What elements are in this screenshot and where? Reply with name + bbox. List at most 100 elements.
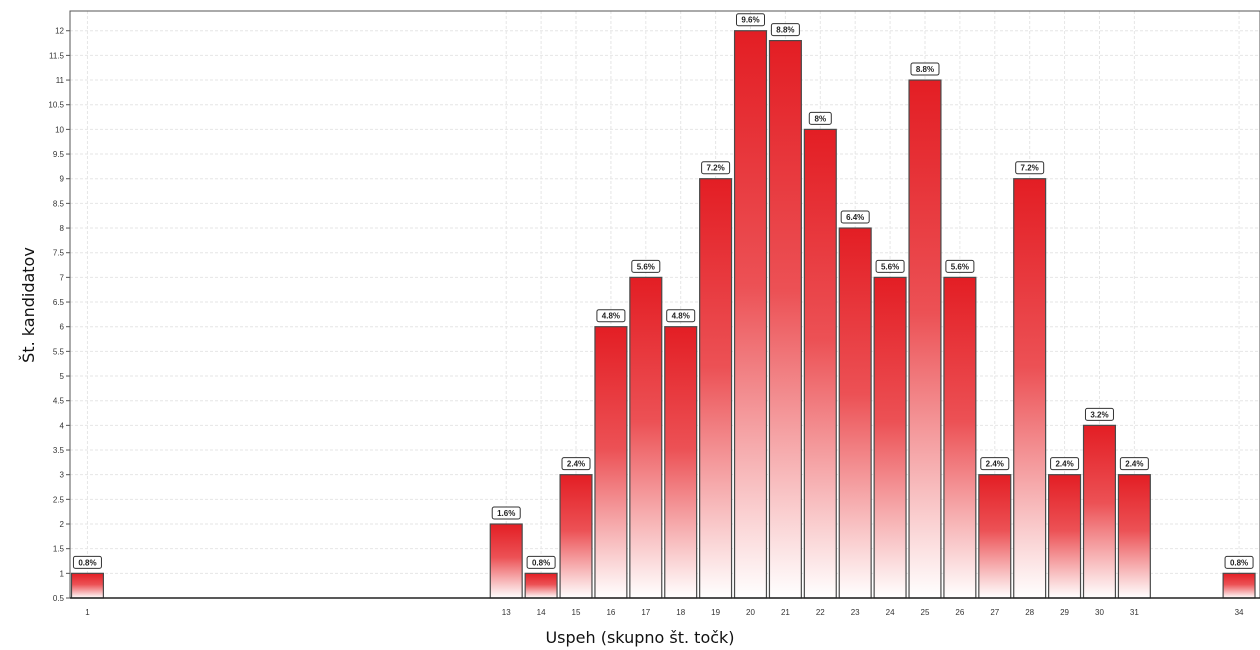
data-label: 4.8% — [672, 312, 690, 321]
data-label: 2.4% — [567, 460, 585, 469]
y-tick-label: 7.5 — [53, 249, 65, 258]
data-label-box — [666, 309, 696, 323]
y-tick-label: 0.5 — [53, 594, 65, 603]
x-tick-label: 17 — [641, 608, 650, 617]
x-tick-label: 25 — [921, 608, 930, 617]
x-tick-label: 23 — [851, 608, 860, 617]
data-label: 8.8% — [776, 26, 794, 35]
x-tick-label: 28 — [1025, 608, 1034, 617]
data-label-box — [840, 210, 870, 224]
bar — [629, 276, 663, 599]
data-labels: 0.8% 1.6% 0.8% 2.4% 4.8% 5.6% 4.8% 7.2% 9.6% 8.8%… — [72, 13, 1254, 569]
data-label-box — [491, 506, 521, 520]
bar-series — [70, 30, 1256, 599]
y-tick-label: 4 — [60, 421, 65, 430]
bar — [1222, 572, 1256, 599]
data-label: 3.2% — [1090, 410, 1108, 419]
bar — [699, 178, 733, 599]
x-tick-label: 30 — [1095, 608, 1104, 617]
data-label: 7.2% — [1021, 164, 1039, 173]
y-tick-label: 10 — [55, 125, 64, 134]
y-tick-label: 8.5 — [53, 199, 65, 208]
y-tick-label: 6 — [60, 323, 65, 332]
x-tick-label: 20 — [746, 608, 755, 617]
y-tick-label: 8 — [60, 224, 65, 233]
x-tick-label: 19 — [711, 608, 720, 617]
y-tick-label: 1 — [60, 569, 65, 578]
y-tick-label: 10.5 — [48, 101, 64, 110]
bar — [873, 276, 907, 599]
data-label: 9.6% — [741, 16, 759, 25]
x-tick-label: 34 — [1235, 608, 1244, 617]
data-label-box — [1224, 555, 1254, 569]
data-label-box — [770, 23, 800, 37]
data-label-box — [561, 457, 591, 471]
x-tick-label: 16 — [606, 608, 615, 617]
x-tick-label: 13 — [502, 608, 511, 617]
data-label-box — [1050, 457, 1080, 471]
data-label-box — [910, 62, 940, 76]
data-label: 7.2% — [706, 164, 724, 173]
y-tick-label: 5 — [60, 372, 65, 381]
y-tick-label: 7 — [60, 273, 65, 282]
x-tick-label: 26 — [955, 608, 964, 617]
y-tick-label: 12 — [55, 27, 64, 36]
x-tick-label: 18 — [676, 608, 685, 617]
bar — [978, 474, 1012, 599]
bar — [908, 79, 942, 599]
x-tick-label: 22 — [816, 608, 825, 617]
x-axis-ticks: 1 13 14 15 16 17 18 19 20 21 22 23 24 25 26 27 28 29 30 31 3… — [85, 608, 1244, 617]
x-tick-label: 24 — [886, 608, 895, 617]
y-tick-label: 9.5 — [53, 150, 65, 159]
y-axis-ticks: 0.511.522.533.544.555.566.577.588.599.51… — [48, 27, 70, 603]
data-label-box — [1084, 407, 1114, 421]
bar — [664, 326, 698, 599]
bar — [803, 128, 837, 599]
data-label: 0.8% — [532, 558, 550, 567]
data-label: 6.4% — [846, 213, 864, 222]
data-label-box — [596, 309, 626, 323]
data-label: 5.6% — [881, 262, 899, 271]
data-label: 5.6% — [951, 262, 969, 271]
data-label-box — [1119, 457, 1149, 471]
data-label: 8% — [815, 114, 827, 123]
data-label-box — [701, 161, 731, 175]
y-tick-label: 6.5 — [53, 298, 65, 307]
y-tick-label: 3.5 — [53, 446, 65, 455]
data-label-box — [1015, 161, 1045, 175]
y-tick-label: 2 — [60, 520, 65, 529]
data-label: 4.8% — [602, 312, 620, 321]
bar — [1117, 474, 1151, 599]
bar — [1013, 178, 1047, 599]
bar — [768, 39, 802, 599]
data-label: 5.6% — [637, 262, 655, 271]
x-tick-label: 29 — [1060, 608, 1069, 617]
bar — [838, 227, 872, 599]
bar — [559, 474, 593, 599]
data-label-box — [945, 259, 975, 273]
data-label-box — [72, 555, 102, 569]
y-tick-label: 11.5 — [49, 51, 65, 60]
y-tick-label: 9 — [60, 175, 65, 184]
x-axis-title: Uspeh (skupno št. točk) — [545, 628, 734, 647]
data-label-box — [875, 259, 905, 273]
x-tick-label: 15 — [572, 608, 581, 617]
bar — [1048, 474, 1082, 599]
bar — [594, 326, 628, 599]
y-tick-label: 3 — [60, 471, 65, 480]
y-tick-label: 5.5 — [53, 347, 65, 356]
x-tick-label: 14 — [537, 608, 546, 617]
data-label-box — [526, 555, 556, 569]
data-label: 8.8% — [916, 65, 934, 74]
data-label: 0.8% — [1230, 558, 1248, 567]
y-tick-label: 4.5 — [53, 397, 65, 406]
bar — [70, 572, 104, 599]
bar — [489, 523, 523, 599]
data-label: 2.4% — [1055, 460, 1073, 469]
x-tick-label: 31 — [1130, 608, 1139, 617]
data-label-box — [631, 259, 661, 273]
bar — [733, 30, 768, 599]
data-label-box — [980, 457, 1010, 471]
bar — [1082, 424, 1117, 599]
